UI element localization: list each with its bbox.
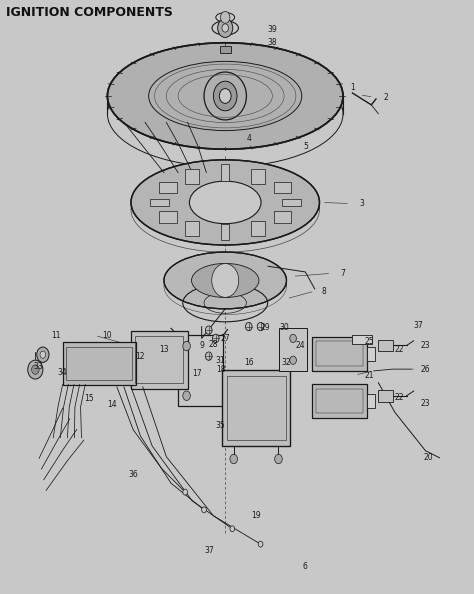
Text: 3: 3: [359, 199, 365, 208]
FancyBboxPatch shape: [312, 384, 366, 418]
FancyBboxPatch shape: [282, 199, 301, 206]
Text: 12: 12: [136, 352, 145, 361]
Ellipse shape: [131, 160, 319, 245]
Text: 35: 35: [216, 421, 226, 431]
Circle shape: [258, 541, 263, 547]
FancyBboxPatch shape: [366, 394, 375, 408]
FancyBboxPatch shape: [63, 342, 136, 384]
Ellipse shape: [190, 181, 261, 224]
Text: 30: 30: [279, 323, 289, 332]
Text: 31: 31: [216, 356, 226, 365]
FancyBboxPatch shape: [221, 165, 229, 181]
Circle shape: [183, 489, 188, 495]
Text: 7: 7: [341, 269, 346, 278]
FancyBboxPatch shape: [251, 220, 265, 236]
Circle shape: [212, 334, 219, 343]
Text: 10: 10: [103, 331, 112, 340]
FancyBboxPatch shape: [378, 340, 393, 352]
Circle shape: [40, 351, 46, 358]
Text: 15: 15: [84, 394, 93, 403]
Text: 24: 24: [296, 341, 306, 350]
Text: 21: 21: [364, 371, 374, 380]
Circle shape: [213, 81, 237, 110]
Text: 11: 11: [51, 331, 60, 340]
Text: 38: 38: [268, 38, 277, 48]
FancyBboxPatch shape: [219, 46, 231, 53]
Text: 14: 14: [108, 400, 117, 409]
Text: 37: 37: [204, 545, 214, 555]
Circle shape: [183, 391, 191, 400]
Circle shape: [32, 365, 39, 374]
FancyBboxPatch shape: [273, 211, 291, 223]
Text: 23: 23: [421, 341, 430, 350]
Circle shape: [230, 454, 237, 464]
Text: 6: 6: [303, 561, 308, 570]
Text: IGNITION COMPONENTS: IGNITION COMPONENTS: [6, 5, 173, 18]
FancyBboxPatch shape: [185, 220, 199, 236]
FancyBboxPatch shape: [159, 182, 177, 194]
Text: 22: 22: [395, 345, 404, 353]
Circle shape: [219, 89, 231, 103]
Text: 26: 26: [421, 365, 430, 374]
Text: 28: 28: [209, 340, 218, 349]
Text: 37: 37: [414, 321, 423, 330]
Text: 39: 39: [268, 26, 277, 34]
FancyBboxPatch shape: [279, 328, 307, 371]
Circle shape: [28, 360, 43, 379]
FancyBboxPatch shape: [353, 335, 372, 345]
Circle shape: [218, 18, 233, 37]
FancyBboxPatch shape: [366, 347, 375, 361]
Circle shape: [212, 264, 239, 298]
Text: 4: 4: [246, 134, 251, 143]
Text: 34: 34: [57, 368, 67, 377]
FancyBboxPatch shape: [185, 169, 199, 184]
Circle shape: [257, 323, 264, 331]
Text: 36: 36: [128, 470, 138, 479]
Circle shape: [222, 24, 228, 32]
Circle shape: [205, 326, 212, 334]
FancyBboxPatch shape: [222, 370, 290, 446]
Text: 32: 32: [282, 358, 292, 366]
Circle shape: [290, 356, 296, 364]
Text: 1: 1: [350, 83, 355, 91]
Circle shape: [246, 323, 252, 331]
Text: 22: 22: [395, 393, 404, 402]
Text: 17: 17: [192, 369, 202, 378]
Text: 27: 27: [220, 334, 230, 343]
Text: 18: 18: [216, 365, 225, 374]
FancyBboxPatch shape: [150, 199, 169, 206]
FancyBboxPatch shape: [273, 182, 291, 194]
Ellipse shape: [108, 43, 343, 149]
Circle shape: [290, 334, 296, 343]
Text: 16: 16: [244, 358, 254, 366]
Text: 25: 25: [364, 337, 374, 346]
Text: 23: 23: [421, 399, 430, 408]
Ellipse shape: [191, 263, 259, 298]
FancyBboxPatch shape: [251, 169, 265, 184]
Text: 20: 20: [423, 453, 433, 462]
Circle shape: [275, 454, 282, 464]
Circle shape: [220, 11, 230, 23]
Ellipse shape: [164, 252, 286, 309]
Text: 19: 19: [251, 511, 261, 520]
Text: 8: 8: [322, 286, 327, 296]
Text: 13: 13: [159, 345, 169, 353]
Circle shape: [230, 526, 235, 532]
Circle shape: [183, 342, 191, 351]
Text: 33: 33: [34, 362, 43, 371]
Text: 2: 2: [383, 93, 388, 102]
Circle shape: [205, 352, 212, 360]
Text: 5: 5: [303, 142, 308, 151]
FancyBboxPatch shape: [312, 337, 366, 371]
FancyBboxPatch shape: [178, 336, 223, 406]
Text: 29: 29: [261, 323, 270, 332]
FancyBboxPatch shape: [131, 331, 188, 388]
Circle shape: [201, 507, 206, 513]
FancyBboxPatch shape: [159, 211, 177, 223]
FancyBboxPatch shape: [378, 390, 393, 402]
Circle shape: [36, 347, 49, 362]
FancyBboxPatch shape: [221, 224, 229, 241]
Text: 9: 9: [199, 341, 204, 350]
